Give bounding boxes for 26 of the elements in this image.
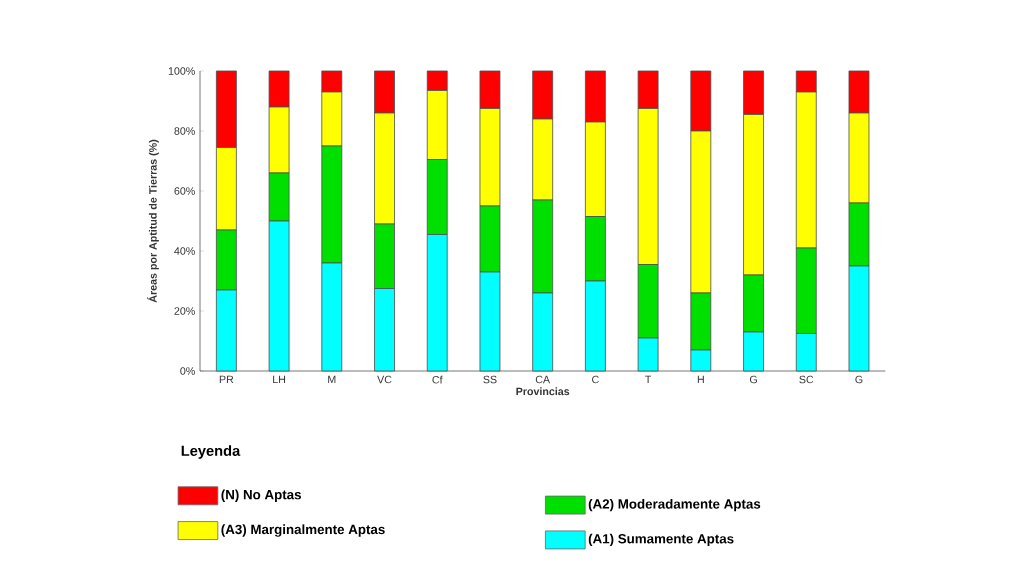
y-tick-label: 80% <box>174 127 195 135</box>
x-tick-label: H <box>697 375 704 384</box>
x-axis-title: Provincias <box>516 387 570 396</box>
y-tick-label: 60% <box>174 187 195 195</box>
legend-title: Leyenda <box>181 445 241 459</box>
x-tick-label: SS <box>483 375 497 384</box>
x-tick-label: LH <box>273 375 286 384</box>
x-tick-label: G <box>855 375 863 384</box>
y-tick-label: 20% <box>174 307 195 315</box>
x-tick-label: T <box>645 375 652 384</box>
x-tick-label: G <box>749 375 757 384</box>
x-tick-label: Cf <box>432 375 443 384</box>
y-axis-title: Áreas por Aptitud de Tierras (%) <box>147 139 159 303</box>
x-tick-label: SC <box>799 375 814 384</box>
y-tick-label: 40% <box>174 247 195 255</box>
x-tick-label: VC <box>377 375 392 384</box>
y-tick-label: 100% <box>168 67 195 75</box>
legend-label: (A2) Moderadamente Aptas <box>588 498 761 512</box>
y-tick-label: 0% <box>180 367 195 375</box>
legend-label: (A3) Marginalmente Aptas <box>221 524 385 537</box>
x-tick-label: PR <box>219 375 234 384</box>
x-tick-label: CA <box>535 375 551 384</box>
legend-label: (N) No Aptas <box>221 489 301 503</box>
x-tick-label: C <box>592 375 599 384</box>
legend-label: (A1) Sumamente Aptas <box>588 533 734 547</box>
x-tick-label: M <box>328 375 336 384</box>
